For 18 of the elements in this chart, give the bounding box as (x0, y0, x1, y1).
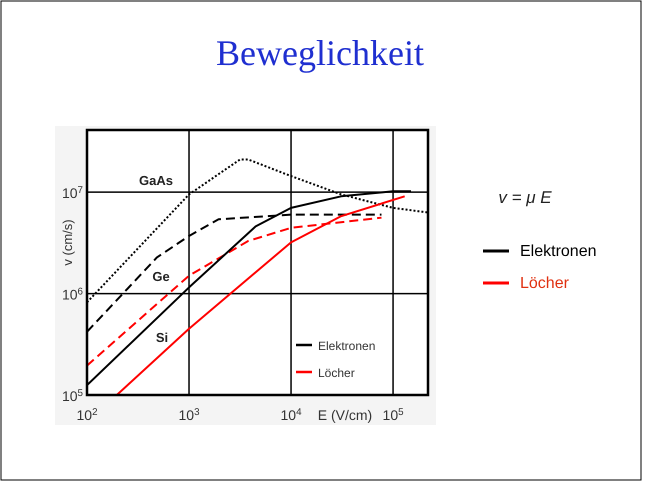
text: Elektronen (520, 243, 596, 260)
annotation: GaAs (139, 173, 173, 188)
y-tick-label: 10$^{6}$ (62, 286, 84, 303)
x-tick-label: 10$^{2}$ (76, 406, 98, 423)
y-tick-label: 10$^{7}$ (62, 184, 83, 202)
x-tick-label: 10$^{4}$ (280, 406, 302, 423)
annotation: Si (156, 330, 168, 345)
x-tick-label: 10$^{3}$ (178, 406, 200, 423)
x-axis-title: E (V/cm) (318, 407, 372, 423)
text: v = μ E (498, 188, 552, 207)
y-axis-title: v (cm/s) (60, 219, 75, 266)
x-tick-label: 10$^{5}$ (382, 406, 404, 423)
chart-title: Beweglichkeit (216, 33, 424, 73)
annotation: Ge (152, 269, 170, 284)
y-tick-label: 10$^{5}$ (62, 388, 84, 404)
legend-label: Löcher (318, 366, 355, 380)
text: Löcher (520, 275, 569, 292)
legend-label: Elektronen (318, 339, 376, 353)
